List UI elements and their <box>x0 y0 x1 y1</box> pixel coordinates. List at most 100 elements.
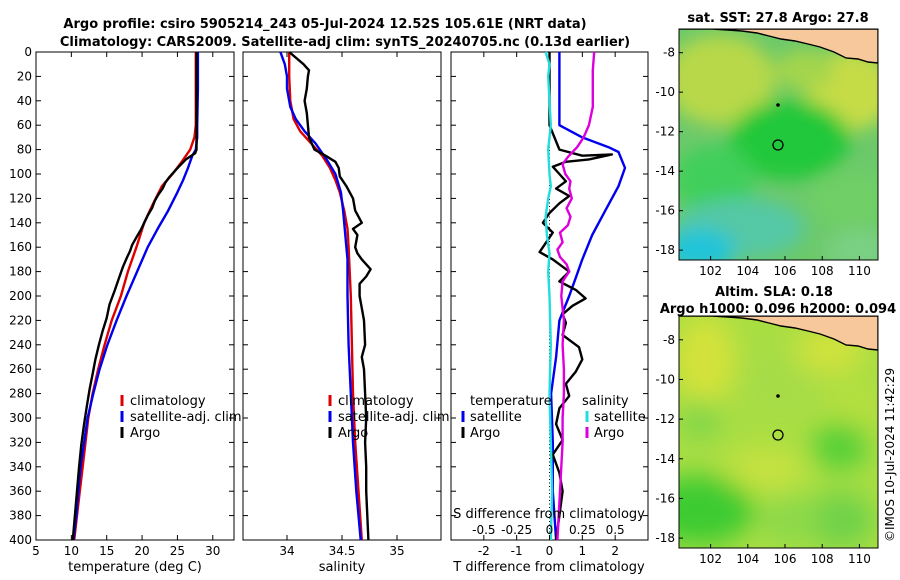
x-tick-label: 15 <box>99 544 114 558</box>
map-x-tick-label: 106 <box>774 264 797 278</box>
legend-label-argo: Argo <box>338 426 368 441</box>
y-tick-label: 20 <box>17 69 32 83</box>
y-tick-label: 320 <box>9 435 32 449</box>
x-tick-label: 35 <box>389 544 404 558</box>
sla-map-panel: Altim. SLA: 0.18 Argo h1000: 0.096 h2000… <box>655 285 896 566</box>
figure-title-line1: Argo profile: csiro 5905214_243 05-Jul-2… <box>63 17 586 32</box>
x-tick-label: 5 <box>32 544 40 558</box>
sst-map-frame <box>678 28 879 261</box>
legend-label-climatology: climatology <box>130 394 206 409</box>
x-tick-label: 30 <box>205 544 220 558</box>
salinity-y-ticks <box>243 51 441 541</box>
x-tick-label: 20 <box>134 544 149 558</box>
y-tick-label: 60 <box>17 118 32 132</box>
y-tick-label: 40 <box>17 94 32 108</box>
map-y-tick-label: -10 <box>655 372 675 386</box>
legend-label-satellite-adj: satellite-adj. clim <box>130 410 242 425</box>
map-x-tick-label: 102 <box>699 264 722 278</box>
salinity-diff-tick-label: -0.25 <box>501 523 532 537</box>
sla-map-heights: Argo h1000: 0.096 h2000: 0.094 <box>660 302 896 317</box>
y-tick-label: 280 <box>9 387 32 401</box>
legend-label-temp-argo: Argo <box>470 426 500 441</box>
y-tick-label: 80 <box>17 143 32 157</box>
map-x-tick-label: 108 <box>811 264 834 278</box>
temperature-x-ticks: 5 10 15 20 25 30 <box>32 52 220 558</box>
temperature-series <box>71 52 200 541</box>
x-tick-label: -1 <box>511 544 523 558</box>
x-tick-label: 34.5 <box>329 544 356 558</box>
map-y-tick-label: -12 <box>655 125 675 139</box>
map-x-tick-label: 104 <box>736 264 759 278</box>
salinity-axes-frame <box>242 51 442 541</box>
x-tick-label: 25 <box>170 544 185 558</box>
y-tick-label: 180 <box>9 265 32 279</box>
x-tick-label: 0 <box>546 544 554 558</box>
temperature-y-ticks: 0 20 40 60 80 100 120 140 160 180 200 220 240 260 280 3… <box>9 45 234 547</box>
series-line-argo <box>71 52 198 541</box>
x-tick-label: 1 <box>579 544 587 558</box>
series-line-salinity-satellite <box>544 51 554 541</box>
map-x-tick-label: 106 <box>774 552 797 566</box>
y-tick-label: 260 <box>9 362 32 376</box>
map-x-tick-label: 110 <box>848 264 871 278</box>
salinity-x-label: salinity <box>319 560 366 575</box>
difference-series <box>538 51 627 541</box>
series-line-argo <box>288 51 372 541</box>
series-line-salinity-argo <box>556 51 596 541</box>
sla-argo-position <box>772 429 784 441</box>
sst-map-y-ticks: -8 -10 -12 -14 -16 -18 <box>655 46 683 257</box>
salinity-diff-tick-label: 0.5 <box>606 523 625 537</box>
difference-s-label: S difference from climatology <box>453 507 645 522</box>
y-tick-label: 0 <box>24 45 32 59</box>
legend-label-sal-argo: Argo <box>594 426 624 441</box>
difference-x-ticks: -2 -1 0 1 2 <box>451 51 648 558</box>
salinity-diff-legend: salinity satellite Argo <box>582 394 646 441</box>
figure-title-line2: Climatology: CARS2009. Satellite-adj cli… <box>60 35 630 50</box>
y-tick-label: 160 <box>9 240 32 254</box>
sla-island-marker <box>776 394 780 398</box>
sst-map-panel: sat. SST: 27.8 Argo: 27.8 102 104 106 108 11… <box>655 11 879 278</box>
imos-credit: ©IMOS 10-Jul-2024 11:42:29 <box>883 368 897 542</box>
salinity-diff-tick-label: 0 <box>546 523 554 537</box>
sla-map-x-ticks: 102 104 106 108 110 <box>699 544 871 566</box>
legend-title-temperature: temperature <box>470 394 552 409</box>
y-tick-label: 200 <box>9 289 32 303</box>
sst-field <box>679 29 878 260</box>
sla-map-y-ticks: -8 -10 -12 -14 -16 -18 <box>655 333 683 545</box>
y-tick-label: 140 <box>9 216 32 230</box>
map-y-tick-label: -16 <box>655 491 675 505</box>
sst-island-marker <box>776 103 780 107</box>
x-tick-label: 2 <box>611 544 619 558</box>
salinity-panel: 34 34.5 35 salinity climatology satellite-… <box>242 51 450 575</box>
salinity-legend: climatology satellite-adj. clim Argo <box>328 394 450 441</box>
sst-land-mask <box>679 29 878 64</box>
difference-x-label: T difference from climatology <box>452 560 645 575</box>
legend-label-climatology: climatology <box>338 394 414 409</box>
sla-map-title: Altim. SLA: 0.18 <box>715 285 833 300</box>
map-y-tick-label: -16 <box>655 204 675 218</box>
series-line-satellite-adj-clim <box>279 51 362 541</box>
map-y-tick-label: -10 <box>655 85 675 99</box>
map-x-tick-label: 104 <box>736 552 759 566</box>
map-y-tick-label: -14 <box>655 452 675 466</box>
salinity-diff-tick-label: -0.5 <box>472 523 495 537</box>
series-line-temperature-satellite <box>549 52 627 541</box>
map-y-tick-label: -14 <box>655 164 675 178</box>
sla-land-mask <box>679 316 878 351</box>
map-y-tick-label: -8 <box>663 333 675 347</box>
y-tick-label: 120 <box>9 191 32 205</box>
map-y-tick-label: -8 <box>663 46 675 60</box>
y-tick-label: 360 <box>9 484 32 498</box>
x-tick-label: 10 <box>64 544 79 558</box>
salinity-diff-tick-label: 0.25 <box>569 523 596 537</box>
temperature-panel: 5 10 15 20 25 30 0 20 40 60 80 100 120 140 160 180 200 2… <box>9 45 242 575</box>
map-y-tick-label: -18 <box>655 531 675 545</box>
sst-argo-position <box>772 139 784 151</box>
difference-panel: -2 -1 0 1 2 -0.5 -0.25 0 0.25 0.5 T difference f… <box>450 51 649 575</box>
y-tick-label: 100 <box>9 167 32 181</box>
y-tick-label: 400 <box>9 533 32 547</box>
sla-map-frame <box>678 315 879 549</box>
temperature-legend: climatology satellite-adj. clim Argo <box>120 394 242 441</box>
temperature-diff-legend: temperature satellite Argo <box>461 394 552 441</box>
